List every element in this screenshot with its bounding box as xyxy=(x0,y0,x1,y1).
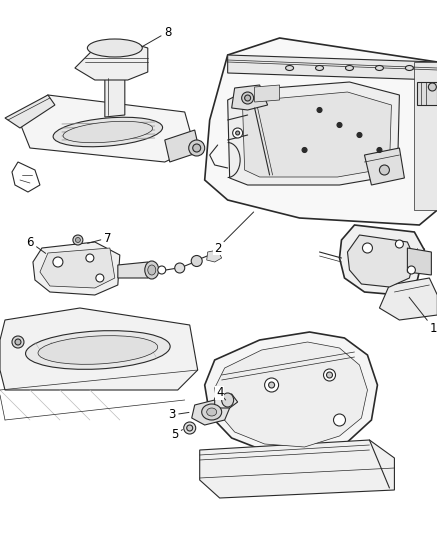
Ellipse shape xyxy=(202,404,222,420)
Circle shape xyxy=(302,148,307,152)
Ellipse shape xyxy=(346,66,353,70)
Circle shape xyxy=(268,382,275,388)
Ellipse shape xyxy=(38,336,158,365)
Polygon shape xyxy=(0,308,198,390)
Polygon shape xyxy=(205,38,438,225)
Polygon shape xyxy=(18,95,195,162)
Ellipse shape xyxy=(315,66,324,70)
Circle shape xyxy=(377,148,382,152)
Polygon shape xyxy=(12,162,40,192)
Polygon shape xyxy=(75,42,148,80)
Ellipse shape xyxy=(148,265,156,275)
Circle shape xyxy=(242,92,254,104)
Circle shape xyxy=(75,238,81,243)
Polygon shape xyxy=(205,332,378,455)
Polygon shape xyxy=(40,248,115,288)
Polygon shape xyxy=(364,148,404,185)
Circle shape xyxy=(86,254,94,262)
Text: 4: 4 xyxy=(216,386,226,400)
Circle shape xyxy=(428,83,436,91)
Circle shape xyxy=(317,108,322,112)
Circle shape xyxy=(187,425,193,431)
Circle shape xyxy=(184,422,196,434)
Polygon shape xyxy=(339,225,424,295)
Text: 5: 5 xyxy=(171,429,183,441)
Ellipse shape xyxy=(207,408,217,416)
Ellipse shape xyxy=(87,39,142,57)
Polygon shape xyxy=(118,262,155,278)
Ellipse shape xyxy=(375,66,383,70)
Polygon shape xyxy=(228,82,399,185)
Circle shape xyxy=(324,369,336,381)
Text: 6: 6 xyxy=(26,236,46,253)
Circle shape xyxy=(12,336,24,348)
Polygon shape xyxy=(200,440,394,498)
Polygon shape xyxy=(347,235,414,287)
Polygon shape xyxy=(243,92,392,177)
Circle shape xyxy=(265,378,279,392)
Polygon shape xyxy=(417,82,438,105)
Text: 8: 8 xyxy=(142,26,171,46)
Circle shape xyxy=(193,144,201,152)
Ellipse shape xyxy=(286,66,293,70)
Circle shape xyxy=(363,243,372,253)
Circle shape xyxy=(73,235,83,245)
Polygon shape xyxy=(228,55,438,80)
Circle shape xyxy=(245,95,251,101)
Ellipse shape xyxy=(63,122,152,143)
Circle shape xyxy=(379,165,389,175)
Circle shape xyxy=(233,128,243,138)
Polygon shape xyxy=(105,78,125,117)
Polygon shape xyxy=(207,250,222,262)
Circle shape xyxy=(326,372,332,378)
Polygon shape xyxy=(5,95,55,128)
Polygon shape xyxy=(379,278,438,320)
Polygon shape xyxy=(254,85,279,102)
Circle shape xyxy=(333,414,346,426)
Circle shape xyxy=(189,140,205,156)
Polygon shape xyxy=(192,400,230,425)
Circle shape xyxy=(175,263,185,273)
Text: 3: 3 xyxy=(168,408,189,422)
Ellipse shape xyxy=(222,393,233,407)
Text: 1: 1 xyxy=(409,297,437,335)
Circle shape xyxy=(53,257,63,267)
Circle shape xyxy=(96,274,104,282)
Circle shape xyxy=(357,133,362,138)
Circle shape xyxy=(15,339,21,345)
Circle shape xyxy=(337,123,342,127)
Polygon shape xyxy=(414,62,438,210)
Circle shape xyxy=(236,131,240,135)
Ellipse shape xyxy=(53,117,162,147)
Circle shape xyxy=(191,255,202,266)
Polygon shape xyxy=(33,242,120,295)
Text: 7: 7 xyxy=(88,231,112,245)
Ellipse shape xyxy=(406,66,413,70)
Polygon shape xyxy=(215,342,367,447)
Polygon shape xyxy=(165,130,200,162)
Polygon shape xyxy=(215,394,238,408)
Ellipse shape xyxy=(145,261,159,279)
Polygon shape xyxy=(232,85,268,110)
Circle shape xyxy=(407,266,415,274)
Circle shape xyxy=(158,266,166,274)
Ellipse shape xyxy=(25,330,170,369)
Polygon shape xyxy=(407,248,431,275)
Circle shape xyxy=(396,240,403,248)
Text: 2: 2 xyxy=(214,212,254,254)
